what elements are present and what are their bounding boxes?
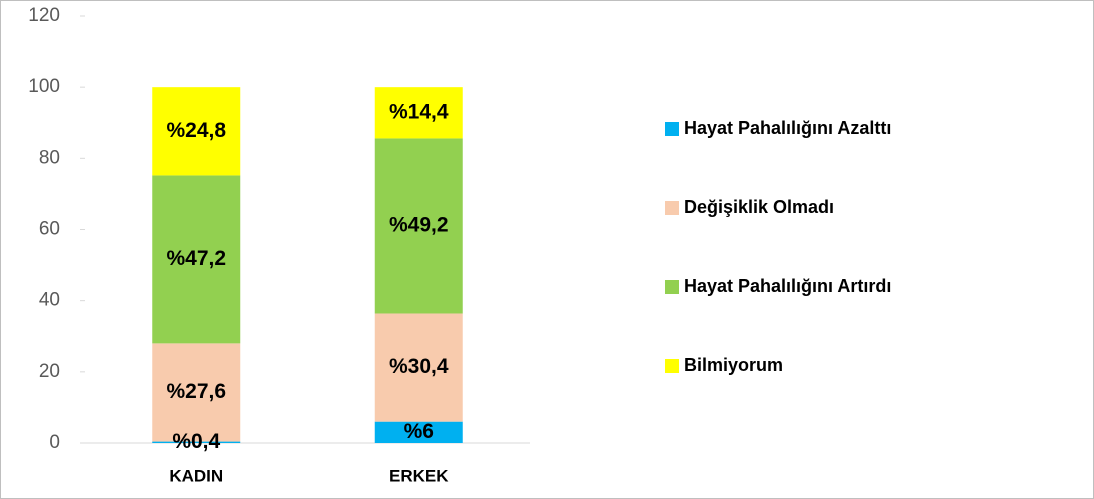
- bar-segment: [374, 87, 463, 139]
- legend-label: Hayat Pahalılığını Azalttı: [684, 118, 891, 138]
- data-label: %0,4: [172, 430, 220, 453]
- bar-segment: [152, 87, 241, 176]
- bar-segment: [374, 421, 463, 443]
- y-tick-label: 40: [39, 290, 60, 311]
- y-tick-label: 120: [28, 5, 60, 26]
- legend-swatch: [665, 122, 679, 136]
- y-tick-label: 100: [28, 76, 60, 97]
- legend-label: Değişiklik Olmadı: [684, 197, 834, 217]
- legend-swatch: [665, 359, 679, 373]
- y-tick-label: 0: [49, 432, 60, 453]
- legend-swatch: [665, 280, 679, 294]
- data-label: %24,8: [166, 119, 226, 142]
- x-tick-label: ERKEK: [389, 466, 449, 485]
- data-label: %49,2: [389, 213, 449, 236]
- bar-segment: [152, 175, 241, 344]
- data-label: %14,4: [389, 100, 449, 123]
- x-tick-label: KADIN: [169, 466, 223, 485]
- data-label: %27,6: [166, 380, 226, 403]
- data-label: %47,2: [166, 247, 226, 270]
- data-label: %6: [404, 420, 434, 443]
- bar-segment: [374, 138, 463, 314]
- legend-label: Hayat Pahalılığını Artırdı: [684, 276, 891, 296]
- bar-segment: [152, 441, 241, 443]
- bar-segment: [152, 343, 241, 442]
- legend-label: Bilmiyorum: [684, 355, 783, 375]
- data-label: %30,4: [389, 355, 449, 378]
- y-tick-label: 80: [39, 147, 60, 168]
- y-tick-label: 60: [39, 219, 60, 240]
- bar-segment: [374, 313, 463, 422]
- y-tick-label: 20: [39, 361, 60, 382]
- legend-swatch: [665, 201, 679, 215]
